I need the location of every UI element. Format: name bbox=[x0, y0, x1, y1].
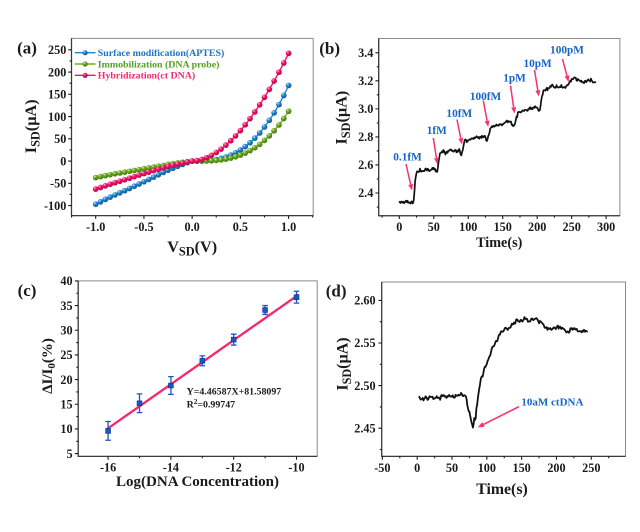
svg-text:3.0: 3.0 bbox=[358, 102, 373, 116]
svg-text:150: 150 bbox=[494, 220, 512, 234]
svg-text:ISD(µA): ISD(µA) bbox=[333, 91, 353, 145]
svg-text:1pM: 1pM bbox=[503, 73, 526, 85]
svg-text:0.0: 0.0 bbox=[185, 220, 200, 234]
svg-text:10aM ctDNA: 10aM ctDNA bbox=[521, 396, 583, 408]
svg-text:10pM: 10pM bbox=[523, 58, 552, 70]
svg-text:2.4: 2.4 bbox=[358, 186, 373, 200]
svg-text:2.50: 2.50 bbox=[354, 379, 375, 393]
svg-text:2.60: 2.60 bbox=[354, 294, 375, 308]
svg-text:10fM: 10fM bbox=[446, 108, 472, 120]
svg-text:50: 50 bbox=[446, 461, 458, 475]
svg-text:0: 0 bbox=[414, 461, 420, 475]
svg-text:2.55: 2.55 bbox=[354, 336, 375, 350]
svg-text:250: 250 bbox=[563, 220, 581, 234]
svg-text:25: 25 bbox=[60, 348, 72, 362]
svg-text:Surface modification(APTES): Surface modification(APTES) bbox=[98, 48, 224, 59]
svg-text:(a): (a) bbox=[17, 38, 37, 57]
svg-text:200: 200 bbox=[547, 461, 565, 475]
svg-text:(b): (b) bbox=[319, 39, 340, 58]
svg-text:50: 50 bbox=[428, 220, 440, 234]
svg-text:-50: -50 bbox=[374, 461, 390, 475]
svg-text:2.6: 2.6 bbox=[358, 158, 373, 172]
svg-text:2.8: 2.8 bbox=[358, 130, 373, 144]
svg-text:3.2: 3.2 bbox=[358, 74, 373, 88]
svg-text:100fM: 100fM bbox=[470, 91, 502, 103]
svg-text:250: 250 bbox=[48, 43, 66, 57]
svg-text:-50: -50 bbox=[50, 177, 66, 191]
svg-text:VSD(V): VSD(V) bbox=[167, 238, 217, 258]
svg-text:150: 150 bbox=[48, 88, 66, 102]
svg-text:40: 40 bbox=[60, 274, 72, 288]
svg-text:-16: -16 bbox=[100, 461, 116, 475]
svg-text:10: 10 bbox=[60, 422, 72, 436]
svg-text:300: 300 bbox=[597, 220, 615, 234]
svg-text:2.45: 2.45 bbox=[354, 421, 375, 435]
svg-text:5: 5 bbox=[67, 447, 73, 461]
svg-text:200: 200 bbox=[528, 220, 546, 234]
svg-text:Time(s): Time(s) bbox=[476, 235, 523, 251]
svg-text:250: 250 bbox=[582, 461, 600, 475]
svg-text:Time(s): Time(s) bbox=[476, 481, 527, 498]
svg-text:ISD(µA): ISD(µA) bbox=[335, 337, 354, 390]
svg-text:Log(DNA Concentration): Log(DNA Concentration) bbox=[116, 474, 279, 490]
svg-text:-1.0: -1.0 bbox=[86, 220, 105, 234]
svg-text:-100: -100 bbox=[44, 199, 66, 213]
svg-text:20: 20 bbox=[60, 373, 72, 387]
svg-text:30: 30 bbox=[60, 323, 72, 337]
svg-text:50: 50 bbox=[54, 132, 66, 146]
svg-text:Y=4.46587X+81.58097: Y=4.46587X+81.58097 bbox=[187, 386, 282, 397]
svg-text:3.4: 3.4 bbox=[358, 46, 373, 60]
svg-text:ISD(µA): ISD(µA) bbox=[22, 99, 42, 153]
svg-text:-14: -14 bbox=[163, 461, 179, 475]
svg-text:100: 100 bbox=[478, 461, 496, 475]
svg-text:100: 100 bbox=[48, 110, 66, 124]
svg-text:(c): (c) bbox=[18, 281, 37, 300]
svg-text:200: 200 bbox=[48, 65, 66, 79]
svg-text:1.0: 1.0 bbox=[281, 220, 296, 234]
svg-text:100: 100 bbox=[459, 220, 477, 234]
svg-text:-0.5: -0.5 bbox=[134, 220, 153, 234]
svg-text:150: 150 bbox=[512, 461, 530, 475]
svg-text:R2=0.99747: R2=0.99747 bbox=[187, 397, 236, 410]
svg-text:(d): (d) bbox=[326, 282, 347, 301]
svg-text:0: 0 bbox=[60, 154, 66, 168]
svg-text:35: 35 bbox=[60, 299, 72, 313]
svg-text:-12: -12 bbox=[226, 461, 242, 475]
svg-text:100pM: 100pM bbox=[550, 44, 584, 56]
svg-text:Immobilization (DNA probe): Immobilization (DNA probe) bbox=[98, 59, 220, 70]
svg-text:0: 0 bbox=[396, 220, 402, 234]
svg-text:Hybridization(ct DNA): Hybridization(ct DNA) bbox=[98, 71, 195, 82]
svg-text:1fM: 1fM bbox=[427, 125, 447, 137]
svg-text:0.1fM: 0.1fM bbox=[393, 152, 422, 164]
svg-text:ΔI/I0(%): ΔI/I0(%) bbox=[40, 338, 58, 394]
svg-text:0.5: 0.5 bbox=[233, 220, 248, 234]
svg-text:-10: -10 bbox=[288, 461, 304, 475]
svg-text:15: 15 bbox=[60, 397, 72, 411]
